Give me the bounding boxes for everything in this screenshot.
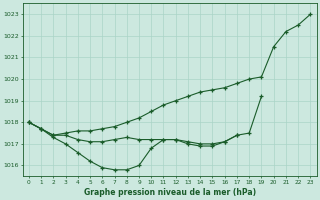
X-axis label: Graphe pression niveau de la mer (hPa): Graphe pression niveau de la mer (hPa) xyxy=(84,188,256,197)
